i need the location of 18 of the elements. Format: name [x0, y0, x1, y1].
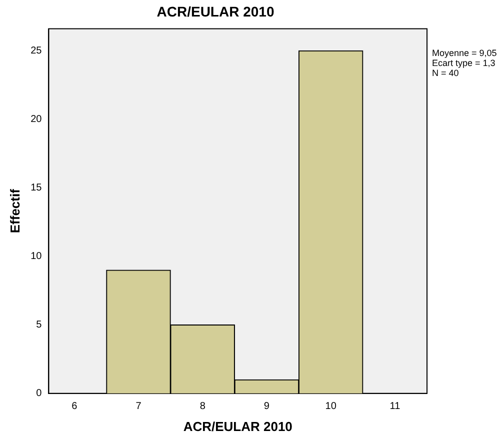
y-tick-label: 0 — [36, 388, 42, 400]
x-tick-label: 10 — [325, 401, 337, 412]
text: N = 40 — [432, 68, 459, 78]
text: Moyenne = 9,05 — [432, 48, 497, 58]
y-tick-label: 5 — [36, 320, 42, 331]
text: Ecart type = 1,3 — [432, 58, 496, 68]
x-tick-label: 8 — [200, 401, 206, 412]
y-tick-label: 25 — [30, 45, 42, 56]
y-tick-label: 10 — [30, 251, 42, 262]
x-tick-label: 11 — [390, 401, 401, 412]
y-tick-label: 15 — [30, 182, 42, 194]
chart-title: ACR/EULAR 2010 — [156, 3, 274, 20]
y-axis-title: Effectif — [7, 188, 22, 234]
x-tick-label: 7 — [136, 401, 142, 412]
x-tick-label: 9 — [264, 401, 270, 412]
x-tick-label: 6 — [72, 401, 78, 412]
x-axis-title: ACR/EULAR 2010 — [183, 418, 292, 434]
y-tick-label: 20 — [30, 114, 42, 126]
